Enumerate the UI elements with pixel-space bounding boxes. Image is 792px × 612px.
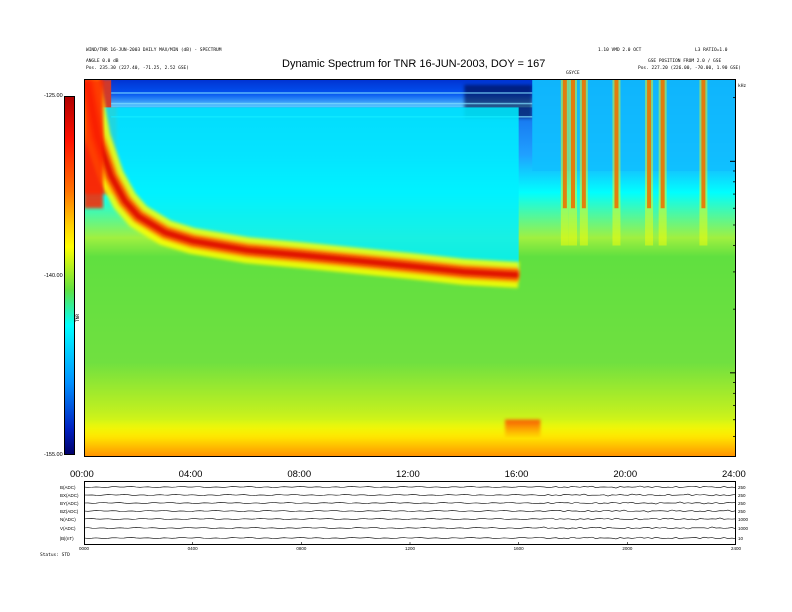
radio-burst <box>571 79 575 209</box>
colorbar-label: TNR <box>76 313 81 322</box>
colorbar-tick-label: -140.00 <box>44 273 63 279</box>
time-tick-label: 00:00 <box>70 469 94 480</box>
event-marker-label: GSYCE <box>566 71 580 76</box>
bottom-time-label: 1600 <box>513 546 524 551</box>
bottom-row-scale: 250 <box>738 508 746 514</box>
noise-floor <box>84 419 736 457</box>
bottom-row-label: BY(ADC) <box>60 500 79 506</box>
bottom-time-label: 0000 <box>79 546 90 551</box>
plasma-line-core <box>84 80 519 279</box>
radio-burst <box>562 79 567 209</box>
bottom-row-label: N(ADC) <box>60 516 76 522</box>
bottom-row-scale: 250 <box>738 484 746 490</box>
radio-burst-halo <box>612 79 621 246</box>
cyan-region <box>86 80 519 276</box>
plot-frame <box>84 79 736 457</box>
time-tick-label: 24:00 <box>722 469 746 480</box>
bottom-trace <box>84 509 736 513</box>
time-tick-label: 08:00 <box>287 469 312 480</box>
spectrogram-layer <box>84 79 736 457</box>
radio-burst-halo <box>579 79 588 246</box>
header-info-right-1: 1.10 VMD 2.0 OCT <box>598 48 642 53</box>
bottom-panel-frame <box>84 481 736 545</box>
radio-burst <box>647 79 652 209</box>
bottom-row-label: |B|(nT) <box>60 535 74 541</box>
bottom-row-scale: 1000 <box>738 516 749 522</box>
header-info-right-3: GSE POSITION FROM 2.0 / GSE <box>648 59 722 64</box>
radio-burst-halo <box>699 79 708 246</box>
colorbar-tick-label: -125.00 <box>44 93 63 99</box>
radio-burst-halo <box>658 79 667 246</box>
radio-burst-halo <box>645 79 654 246</box>
bottom-trace <box>84 485 736 489</box>
radio-burst <box>701 79 706 209</box>
time-tick-label: 04:00 <box>178 469 203 480</box>
bottom-time-label: 0800 <box>296 546 307 551</box>
band-streak <box>111 92 533 94</box>
header-info-left-1: WIND/TNR 16-JUN-2003 DAILY MAX/MIN (dB) … <box>86 48 222 53</box>
header-info-right-2: L3 RATIO=1.0 <box>695 48 728 53</box>
bottom-row-scale: 1000 <box>738 525 749 531</box>
time-tick-label: 12:00 <box>396 469 420 480</box>
spectrogram-plot: 10010 <box>84 79 736 457</box>
bottom-time-label: 1200 <box>405 546 416 551</box>
header-info-right-4: Pos. 227.20 (226.00, -70.00, 1.90 GSE) <box>638 66 741 71</box>
radio-burst-halo <box>569 79 577 246</box>
colorbar-tick-label: -155.00 <box>44 452 63 458</box>
bottom-panel <box>84 481 736 545</box>
bottom-time-label: 2400 <box>731 546 742 551</box>
band-streak <box>111 102 533 105</box>
bottom-trace <box>84 526 736 530</box>
chart-title: Dynamic Spectrum for TNR 16-JUN-2003, DO… <box>282 58 546 70</box>
colorbar-gradient <box>65 97 74 454</box>
status-footer: Status: STD <box>40 553 70 558</box>
units-label: kHz <box>738 84 747 89</box>
radio-burst <box>660 79 665 209</box>
bottom-row-scale: 250 <box>738 492 746 498</box>
time-tick-label: 16:00 <box>504 469 529 480</box>
time-tick-label: 20:00 <box>613 469 638 480</box>
bottom-trace <box>84 501 736 505</box>
bottom-row-scale: 250 <box>738 500 746 506</box>
frequency-axis: 10010 <box>730 97 736 457</box>
radio-burst <box>581 79 586 209</box>
bottom-row-label: B(ADC) <box>60 484 76 490</box>
bottom-time-label: 0400 <box>187 546 198 551</box>
bottom-traces <box>84 485 736 545</box>
colorbar <box>64 96 75 455</box>
bottom-row-label: V(ADC) <box>60 525 76 531</box>
radio-burst <box>614 79 619 209</box>
early-strong-emission <box>84 79 104 209</box>
bottom-trace <box>84 493 736 497</box>
header-info-left-3: Pos. 235.30 (227.40, -71.25, 2.52 GSE) <box>86 66 189 71</box>
bottom-time-label: 2000 <box>622 546 633 551</box>
bottom-row-label: BX(ADC) <box>60 492 79 498</box>
bottom-row-label: BZ(ADC) <box>60 508 79 514</box>
radio-burst-halo <box>560 79 569 246</box>
bottom-trace <box>84 517 736 521</box>
bottom-trace <box>84 536 736 540</box>
bottom-row-scale: 10 <box>738 535 744 541</box>
header-info-left-2: ANGLE 0.0 dB <box>86 59 119 64</box>
